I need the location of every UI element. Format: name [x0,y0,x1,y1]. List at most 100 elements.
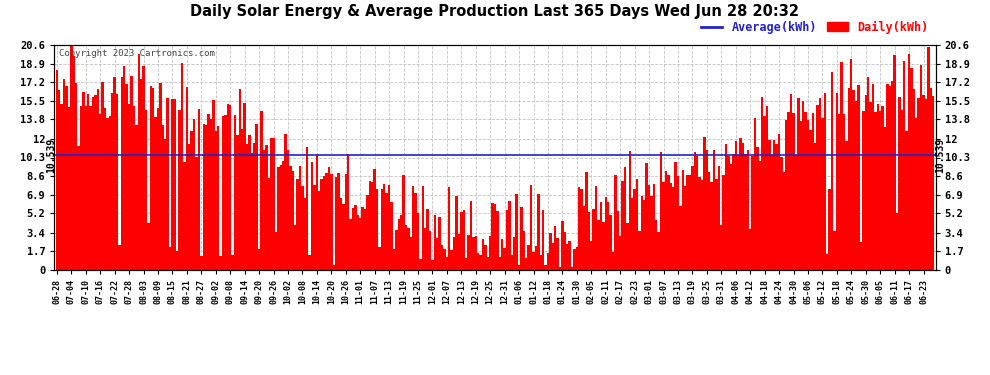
Bar [195,157,198,270]
Bar [746,150,749,270]
Bar [627,223,629,270]
Bar [845,141,847,270]
Bar [193,118,195,270]
Bar [580,189,583,270]
Bar [424,228,427,270]
Bar [359,218,361,270]
Bar [304,198,306,270]
Bar [106,118,109,270]
Bar [368,181,371,270]
Bar [768,140,770,270]
Bar [879,111,881,270]
Bar [499,256,501,270]
Bar [123,66,126,270]
Bar [655,220,657,270]
Bar [234,115,237,270]
Bar [255,124,257,270]
Bar [455,196,457,270]
Bar [465,258,467,270]
Bar [583,206,585,270]
Bar [349,219,351,270]
Bar [672,187,674,270]
Bar [546,253,549,270]
Bar [405,225,407,270]
Bar [166,98,169,270]
Bar [528,245,530,270]
Bar [326,173,328,270]
Bar [491,203,494,270]
Bar [299,166,301,270]
Bar [876,104,879,270]
Bar [116,94,118,270]
Bar [128,104,131,270]
Bar [479,255,482,270]
Bar [742,143,744,270]
Bar [284,134,287,270]
Bar [614,175,617,270]
Bar [662,182,664,270]
Bar [262,150,265,270]
Bar [378,247,380,270]
Bar [340,198,343,270]
Bar [385,193,388,270]
Bar [645,164,647,270]
Bar [636,178,639,270]
Bar [758,161,761,270]
Bar [260,111,262,270]
Bar [390,202,393,270]
Bar [309,255,311,270]
Bar [925,99,927,270]
Bar [763,116,766,270]
Bar [333,265,335,270]
Bar [535,246,538,270]
Bar [448,187,450,270]
Bar [434,215,436,270]
Bar [708,172,711,270]
Bar [65,86,67,270]
Bar [829,189,831,270]
Bar [207,114,210,270]
Bar [859,242,862,270]
Bar [804,112,807,270]
Bar [571,267,573,270]
Bar [164,139,166,270]
Bar [737,155,740,270]
Bar [417,213,419,270]
Bar [205,125,207,270]
Bar [444,249,446,270]
Bar [602,222,605,270]
Bar [561,221,563,270]
Bar [121,77,123,270]
Bar [819,98,821,270]
Bar [330,174,333,270]
Bar [467,235,469,270]
Bar [629,151,631,270]
Bar [728,156,730,270]
Bar [544,265,546,270]
Bar [740,138,742,270]
Bar [588,212,590,270]
Bar [908,54,910,270]
Bar [864,96,867,270]
Bar [149,86,151,270]
Bar [419,259,422,270]
Bar [270,138,272,270]
Bar [287,150,289,270]
Bar [178,110,181,270]
Bar [496,211,499,270]
Bar [294,225,296,270]
Bar [689,174,691,270]
Bar [323,176,326,270]
Bar [812,113,814,270]
Bar [667,175,669,270]
Bar [735,141,737,270]
Bar [568,241,571,270]
Bar [328,167,330,270]
Bar [376,189,378,270]
Bar [733,154,735,270]
Bar [783,172,785,270]
Bar [212,100,215,270]
Bar [441,245,444,270]
Bar [346,154,349,270]
Bar [842,114,845,270]
